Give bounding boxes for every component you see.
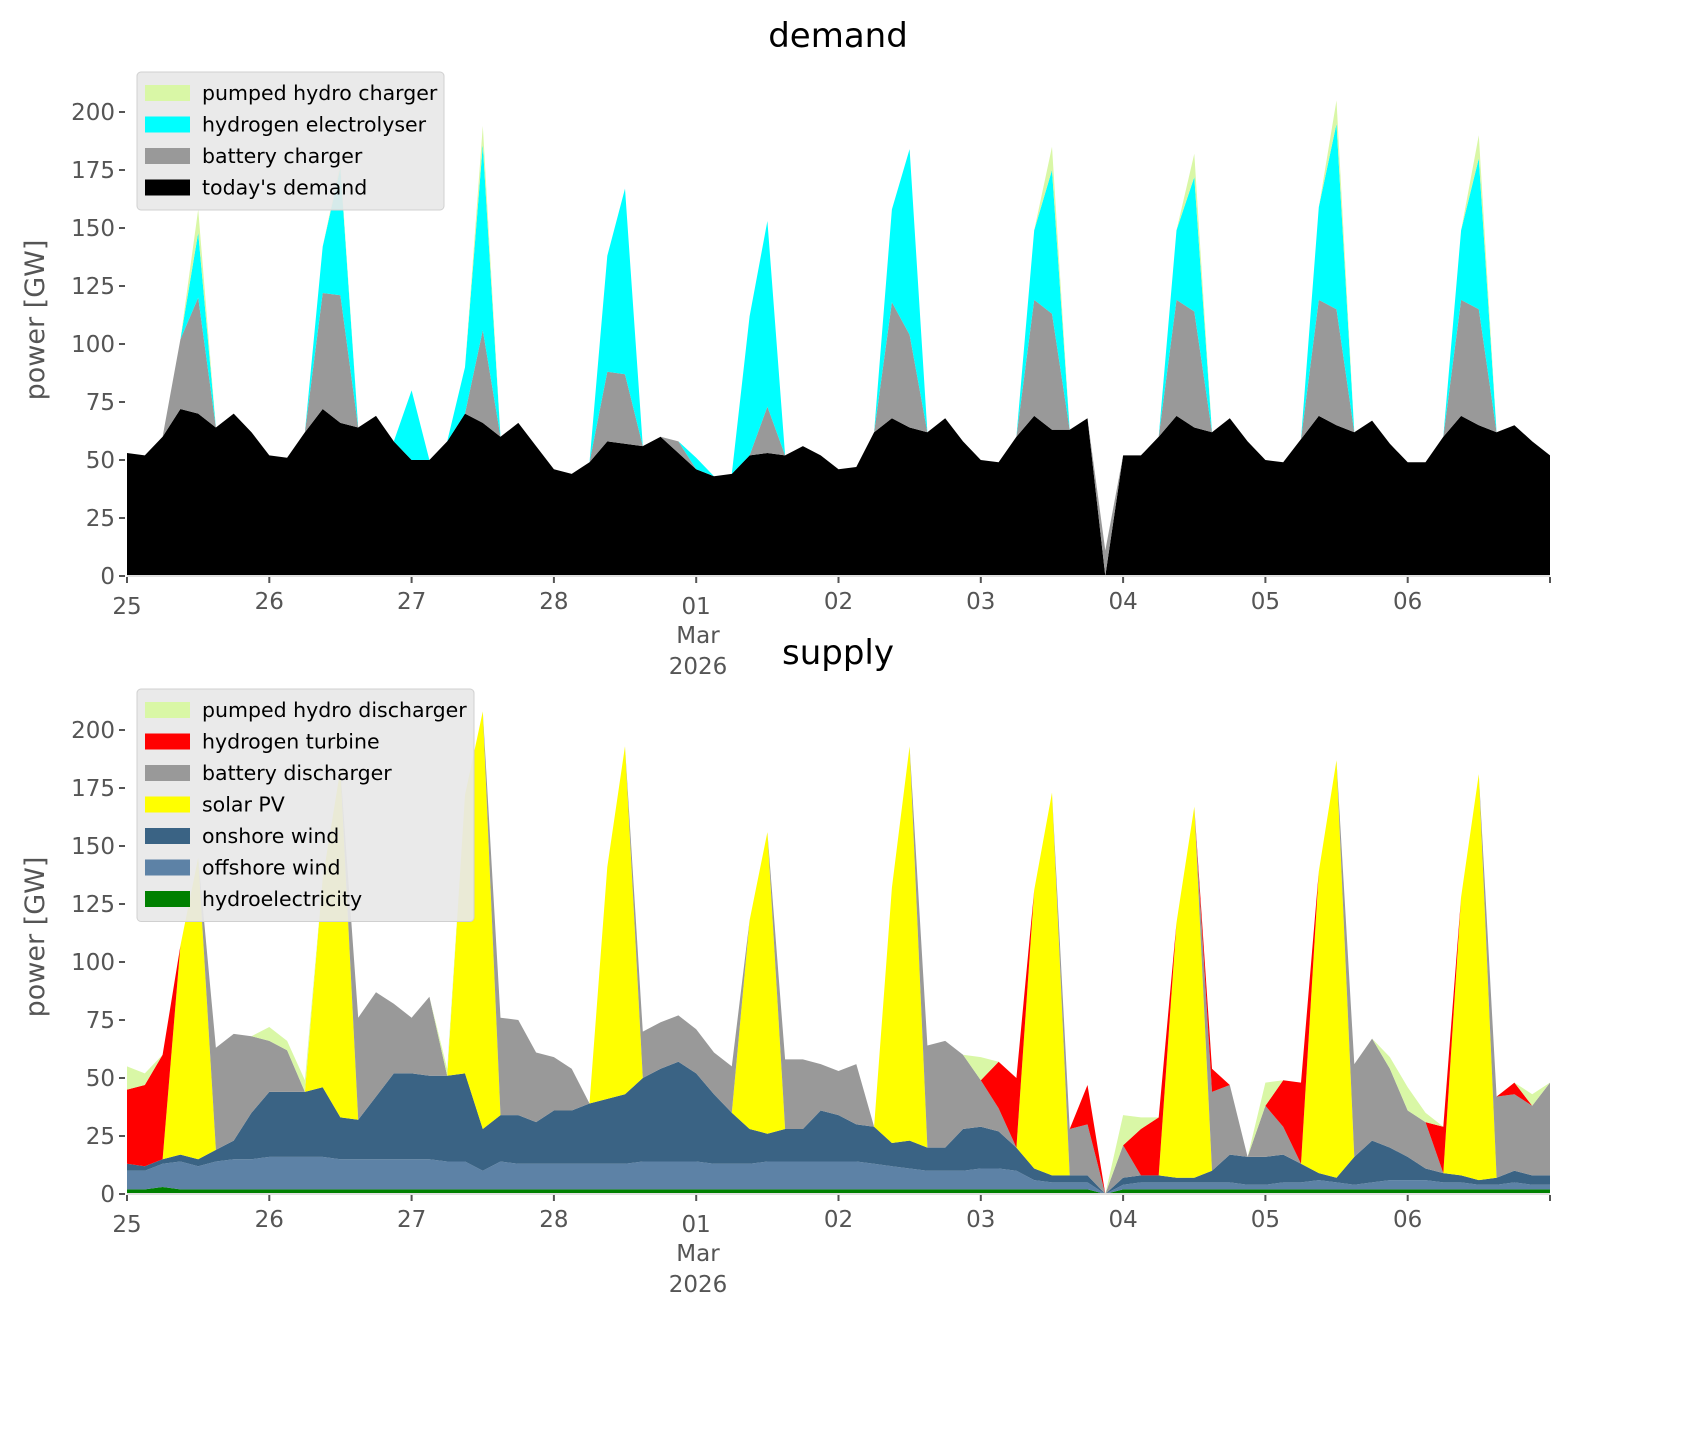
supply-legend: pumped hydro discharger hydrogen turbine b… [136, 688, 475, 922]
legend-swatch-onshore-wind [145, 828, 190, 844]
legend-label-today-s-demand: today's demand [202, 176, 367, 200]
demand-chart: demand 0 25 50 75 100 125 150 175 200 25 26 27 28 01… [20, 16, 1551, 680]
legend-box [136, 688, 475, 922]
supply-areas [127, 711, 1550, 1194]
y-tick-label: 25 [86, 1124, 115, 1150]
y-tick-label: 0 [100, 564, 115, 590]
legend-swatch-hydrogen-electrolyser [145, 116, 190, 133]
x-tick-label: 05 [1251, 1207, 1280, 1233]
x-tick-label: 02 [824, 1207, 853, 1233]
y-tick-label: 100 [71, 332, 115, 358]
x-tick-label: 03 [966, 1207, 995, 1233]
x-tick-label: 06 [1393, 1207, 1422, 1233]
x-tick-label: 26 [255, 589, 284, 615]
legend-label-onshore-wind: onshore wind [202, 824, 339, 848]
legend-box [136, 71, 445, 211]
area-battery-charger [127, 293, 1550, 576]
x-tick-label: 25 [112, 594, 141, 620]
x-tick-label: 06 [1393, 589, 1422, 615]
x-tick-label: 27 [397, 589, 426, 615]
supply-chart: supply 0 25 50 75 100 125 150 175 200 25 26 27 28 01… [20, 633, 1551, 1298]
area-onshore-wind [127, 1061, 1550, 1194]
x-tick-label: 05 [1251, 589, 1280, 615]
legend-label-offshore-wind: offshore wind [202, 856, 340, 880]
y-tick-label: 50 [86, 1066, 115, 1092]
x-tick-label: 26 [255, 1207, 284, 1233]
legend-swatch-battery-discharger [145, 765, 190, 781]
demand-legend: pumped hydro charger hydrogen electrolyse… [136, 71, 445, 211]
y-tick-label: 175 [71, 776, 115, 802]
x-tick-label: 01 [682, 1212, 711, 1238]
supply-x-year: 2026 [669, 1272, 728, 1298]
legend-swatch-today-s-demand [145, 179, 190, 196]
legend-label-battery-charger: battery charger [202, 144, 363, 168]
supply-title: supply [782, 633, 894, 673]
x-tick-label: 04 [1108, 1207, 1137, 1233]
legend-label-hydrogen-turbine: hydrogen turbine [202, 730, 380, 754]
demand-areas [127, 100, 1550, 576]
y-tick-label: 0 [100, 1182, 115, 1208]
y-tick-label: 50 [86, 448, 115, 474]
demand-y-ticks: 0 25 50 75 100 125 150 175 200 [71, 100, 125, 590]
x-tick-label: 28 [539, 589, 568, 615]
legend-swatch-hydroelectricity [145, 891, 190, 907]
y-tick-label: 75 [86, 1008, 115, 1034]
demand-x-year: 2026 [669, 654, 728, 680]
x-tick-label: 04 [1108, 589, 1137, 615]
supply-x-month: Mar [676, 1241, 720, 1267]
legend-swatch-battery-charger [145, 148, 190, 164]
area-hydrogen-electrolyser [127, 123, 1550, 551]
legend-label-hydrogen-electrolyser: hydrogen electrolyser [202, 113, 427, 137]
y-tick-label: 200 [71, 100, 115, 126]
legend-swatch-solar-pv [145, 796, 190, 813]
x-tick-label: 25 [112, 1212, 141, 1238]
demand-title: demand [768, 16, 908, 56]
legend-label-solar-pv: solar PV [202, 793, 285, 817]
x-tick-label: 01 [682, 594, 711, 620]
y-tick-label: 150 [71, 834, 115, 860]
x-tick-label: 02 [824, 589, 853, 615]
legend-swatch-offshore-wind [145, 859, 190, 876]
legend-swatch-pumped-hydro-discharger [145, 702, 190, 718]
legend-label-hydroelectricity: hydroelectricity [202, 887, 362, 911]
supply-x-ticks: 25 26 27 28 01 02 03 04 05 06 [112, 1195, 1551, 1238]
y-tick-label: 175 [71, 158, 115, 184]
y-tick-label: 100 [71, 950, 115, 976]
y-tick-label: 125 [71, 892, 115, 918]
x-tick-label: 27 [397, 1207, 426, 1233]
demand-x-ticks: 25 26 27 28 01 02 03 04 05 06 [112, 577, 1551, 620]
legend-swatch-hydrogen-turbine [145, 733, 190, 750]
x-tick-label: 03 [966, 589, 995, 615]
y-tick-label: 75 [86, 390, 115, 416]
supply-y-label: power [GW] [20, 857, 51, 1018]
demand-y-label: power [GW] [20, 240, 51, 401]
legend-swatch-pumped-hydro-charger [145, 85, 190, 101]
area-offshore-wind [127, 1156, 1550, 1194]
y-tick-label: 150 [71, 216, 115, 242]
legend-label-pumped-hydro-discharger: pumped hydro discharger [202, 698, 467, 722]
y-tick-label: 25 [86, 506, 115, 532]
area-hydroelectricity [127, 1187, 1550, 1194]
supply-y-ticks: 0 25 50 75 100 125 150 175 200 [71, 718, 125, 1208]
legend-label-battery-discharger: battery discharger [202, 761, 392, 785]
demand-x-month: Mar [676, 623, 720, 649]
area-battery-discharger [127, 711, 1550, 1194]
area-solar-pv [127, 711, 1550, 1194]
legend-label-pumped-hydro-charger: pumped hydro charger [202, 81, 438, 105]
area-today-s-demand [127, 409, 1550, 576]
x-tick-label: 28 [539, 1207, 568, 1233]
y-tick-label: 125 [71, 274, 115, 300]
y-tick-label: 200 [71, 718, 115, 744]
